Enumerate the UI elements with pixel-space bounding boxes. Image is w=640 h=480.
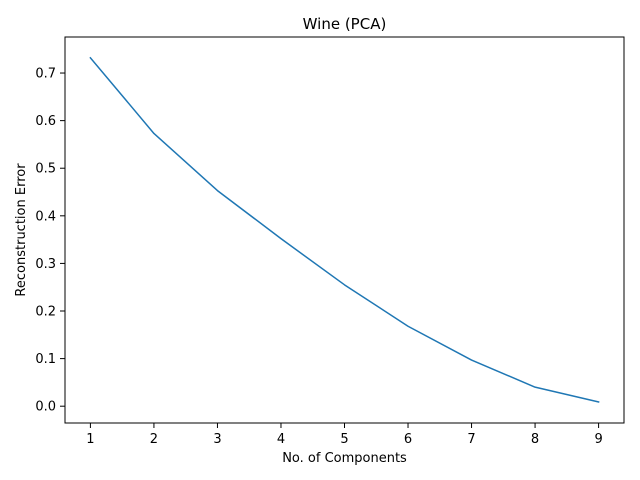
y-tick-label: 0.5 (35, 162, 56, 177)
y-tick-label: 0.4 (35, 209, 56, 224)
x-tick-label: 2 (150, 432, 158, 447)
x-tick-label: 8 (531, 432, 539, 447)
plot-area (65, 37, 624, 423)
x-tick-label: 4 (277, 432, 285, 447)
y-tick-label: 0.6 (35, 114, 56, 129)
y-axis-label: Reconstruction Error (14, 163, 29, 297)
x-axis-label: No. of Components (282, 451, 407, 466)
y-tick-label: 0.1 (35, 352, 56, 367)
x-tick-label: 6 (404, 432, 412, 447)
plot-frame (64, 36, 625, 424)
y-tick-label: 0.2 (35, 305, 56, 320)
x-tick-label: 3 (213, 432, 221, 447)
y-axis-ticks: 0.0 0.1 0.2 0.3 0.4 0.5 0.6 0.7 (35, 67, 65, 415)
y-tick-label: 0.0 (35, 400, 56, 415)
reconstruction-error-line (89, 56, 600, 403)
y-tick-label: 0.3 (35, 257, 56, 272)
x-tick-label: 5 (340, 432, 348, 447)
x-axis-ticks: 1 2 3 4 5 6 7 8 9 (86, 423, 603, 447)
y-tick-label: 0.7 (35, 67, 56, 82)
x-tick-label: 7 (467, 432, 475, 447)
x-tick-label: 9 (594, 432, 602, 447)
x-tick-label: 1 (86, 432, 94, 447)
chart-title: Wine (PCA) (303, 15, 387, 33)
